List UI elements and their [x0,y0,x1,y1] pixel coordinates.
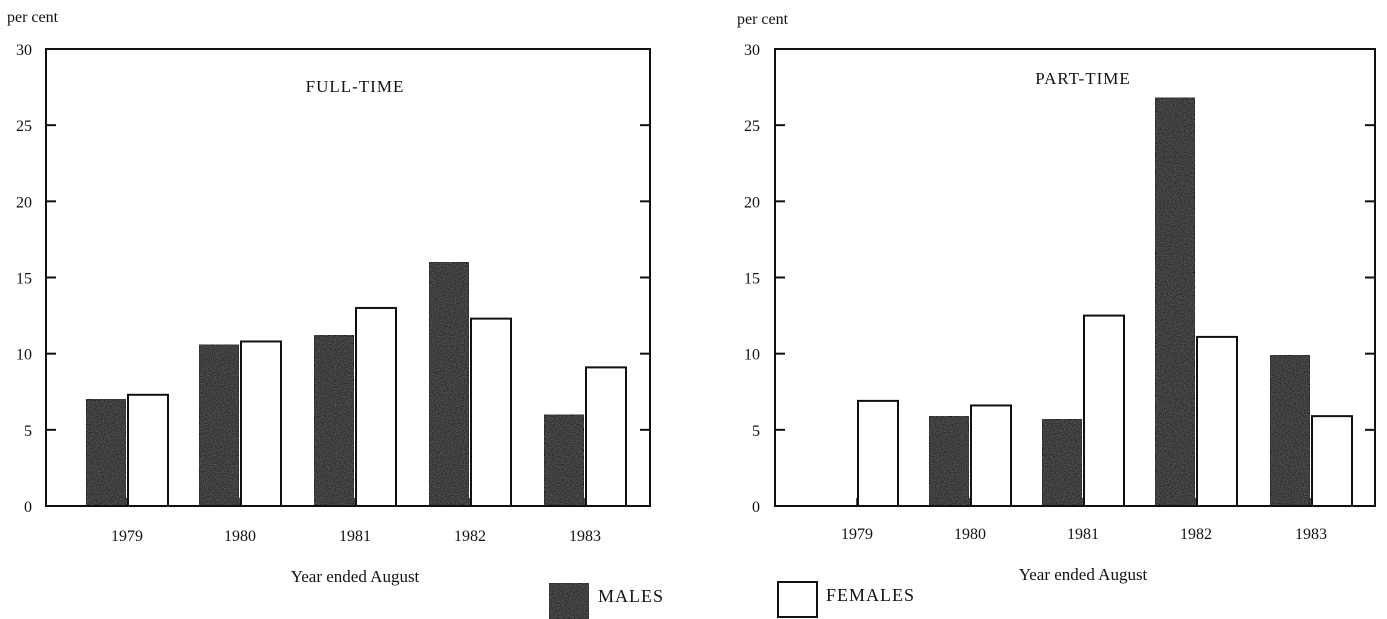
bar-females [857,399,899,508]
chart-panel-full-time: per cent FULL-TIME 0 5 10 15 20 25 30 1979 1980 1… [7,9,651,586]
legend-label-females: FEMALES [826,585,915,605]
bar-females [970,404,1012,507]
x-tick-label: 1983 [569,528,601,545]
y-tick-label: 20 [16,194,32,211]
bar-females [1311,415,1353,507]
bar-males [85,398,127,507]
y-tick-label: 15 [744,271,760,288]
bar-males [1269,354,1311,507]
bar-females [240,340,282,508]
y-tick-label: 30 [16,42,32,59]
legend-swatch-females [777,581,818,618]
legend-label-males: MALES [598,586,664,606]
bar-males [543,413,585,508]
y-tick-label: 30 [744,42,760,59]
bars-group [85,261,627,508]
y-tick-label: 0 [752,499,760,516]
x-tick-label: 1980 [224,528,256,545]
y-tick-label: 5 [752,423,760,440]
bar-females [355,306,397,508]
x-tick-label: 1981 [1067,526,1099,543]
y-tick-label: 25 [16,118,32,135]
y-tick-label: 5 [24,423,32,440]
bar-females [585,366,627,508]
x-tick-label: 1981 [339,528,371,545]
bar-females [127,393,169,507]
bar-males [198,343,240,507]
y-tick-label: 0 [24,499,32,516]
y-tick-label: 15 [16,271,32,288]
x-tick-label: 1979 [841,526,873,543]
x-axis-title: Year ended August [1019,565,1148,584]
y-tick-label: 25 [744,118,760,135]
bar-males [1041,418,1083,508]
x-tick-label: 1982 [454,528,486,545]
x-tick-label: 1983 [1295,526,1327,543]
bar-males [1154,96,1196,507]
x-tick-label: 1980 [954,526,986,543]
axes-group: 0 5 10 15 20 25 30 1979 1980 1981 1982 1983 [16,42,651,545]
bar-males [313,334,355,507]
legend-swatch-males [548,582,590,619]
x-axis-title: Year ended August [291,567,420,586]
chart-panel-part-time: per cent PART-TIME 0 5 10 15 20 25 30 1979 1980 1… [737,11,1376,584]
panel-title: FULL-TIME [306,77,405,96]
bar-males [928,415,970,507]
y-tick-label: 10 [744,347,760,364]
y-axis-label: per cent [7,9,59,26]
bar-females [1196,335,1238,507]
legend: MALES FEMALES [548,581,915,619]
bar-males [428,261,470,507]
bar-females [470,317,512,507]
panel-title: PART-TIME [1035,69,1131,88]
axes-group: 0 5 10 15 20 25 30 1979 1980 1981 1982 1983 [744,42,1376,543]
bars-group [857,96,1353,508]
x-tick-label: 1979 [111,528,143,545]
y-tick-label: 20 [744,194,760,211]
bar-females [1083,314,1125,508]
y-tick-label: 10 [16,347,32,364]
x-tick-label: 1982 [1180,526,1212,543]
y-axis-label: per cent [737,11,789,28]
